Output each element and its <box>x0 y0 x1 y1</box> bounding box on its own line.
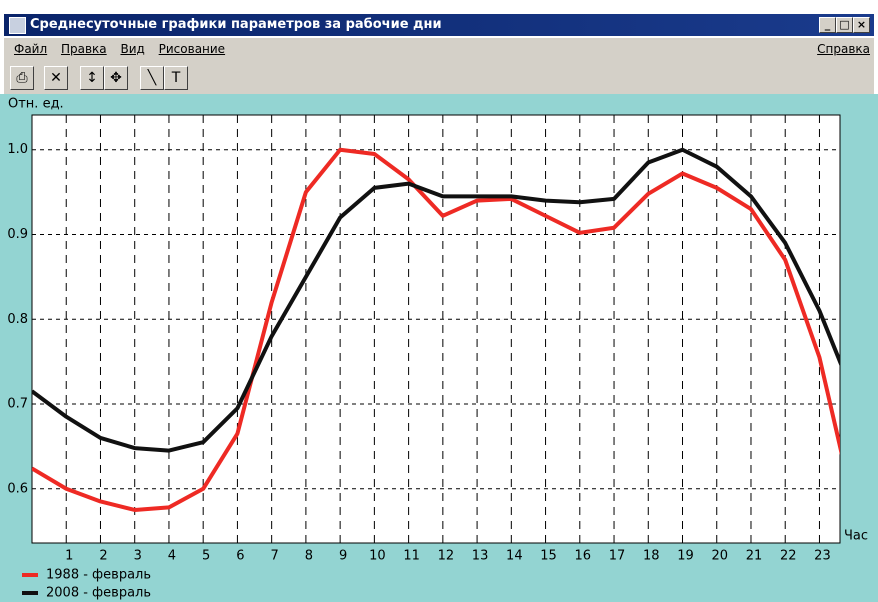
x-tick-label: 16 <box>575 549 592 564</box>
toolbar: ⎙ ✕ ↕ ✥ ╲ T <box>4 60 874 94</box>
x-tick-label: 12 <box>438 549 455 564</box>
series-line <box>32 147 840 512</box>
y-axis-label: Отн. ед. <box>8 97 64 112</box>
x-tick-label: 23 <box>814 549 831 564</box>
line-button[interactable]: ╲ <box>140 66 164 90</box>
close-button[interactable]: × <box>853 17 870 33</box>
minimize-button[interactable]: _ <box>819 17 836 33</box>
y-tick-label: 0.6 <box>7 481 28 496</box>
series-group <box>32 147 840 512</box>
menu-item[interactable]: Вид <box>120 42 145 56</box>
tool-button[interactable]: ✥ <box>104 66 128 90</box>
x-axis-label: Час <box>844 529 868 544</box>
x-tick-label: 10 <box>369 549 386 564</box>
series-line <box>32 147 840 453</box>
menu-item[interactable]: Правка <box>60 42 107 56</box>
legend-label: 2008 - февраль <box>46 586 151 601</box>
x-tick-label: 5 <box>202 549 210 564</box>
app-icon <box>9 17 26 34</box>
menu-item[interactable]: Рисование <box>158 42 226 56</box>
x-tick-label: 4 <box>168 549 176 564</box>
x-tick-label: 9 <box>339 549 347 564</box>
x-tick-label: 11 <box>403 549 420 564</box>
x-tick-label: 7 <box>271 549 279 564</box>
plot-area <box>31 114 841 544</box>
y-tick-label: 1.0 <box>7 142 28 157</box>
tool-button[interactable]: ↕ <box>80 66 104 90</box>
menu-item[interactable]: Справка <box>817 42 870 56</box>
x-tick-label: 21 <box>746 549 763 564</box>
x-tick-label: 8 <box>305 549 313 564</box>
legend-label: 1988 - февраль <box>46 568 151 583</box>
x-tick-label: 14 <box>506 549 523 564</box>
maximize-button[interactable]: □ <box>836 17 853 33</box>
x-tick-label: 13 <box>472 549 489 564</box>
y-tick-label: 0.7 <box>7 397 28 412</box>
text-button[interactable]: T <box>164 66 188 90</box>
title-bar: Среднесуточные графики параметров за раб… <box>4 14 874 36</box>
window-title: Среднесуточные графики параметров за раб… <box>30 17 442 32</box>
chart: Отн. ед. Час 0.60.70.80.91.01 2 3 4 5 6 7 8 9 10 1… <box>0 94 878 602</box>
x-tick-label: 3 <box>134 549 142 564</box>
y-tick-label: 0.8 <box>7 312 28 327</box>
x-tick-label: 2 <box>99 549 107 564</box>
x-tick-label: 18 <box>643 549 660 564</box>
print-button[interactable]: ⎙ <box>10 66 34 90</box>
y-tick-label: 0.9 <box>7 227 28 242</box>
x-tick-label: 15 <box>540 549 557 564</box>
menu-bar: Файл Правка Вид Рисование Справка <box>4 38 874 60</box>
x-tick-label: 20 <box>711 549 728 564</box>
x-tick-label: 22 <box>780 549 797 564</box>
tool-button[interactable]: ✕ <box>44 66 68 90</box>
x-tick-label: 17 <box>609 549 626 564</box>
x-tick-label: 1 <box>65 549 73 564</box>
x-tick-label: 19 <box>677 549 694 564</box>
menu-item[interactable]: Файл <box>14 42 48 56</box>
x-tick-label: 6 <box>236 549 244 564</box>
